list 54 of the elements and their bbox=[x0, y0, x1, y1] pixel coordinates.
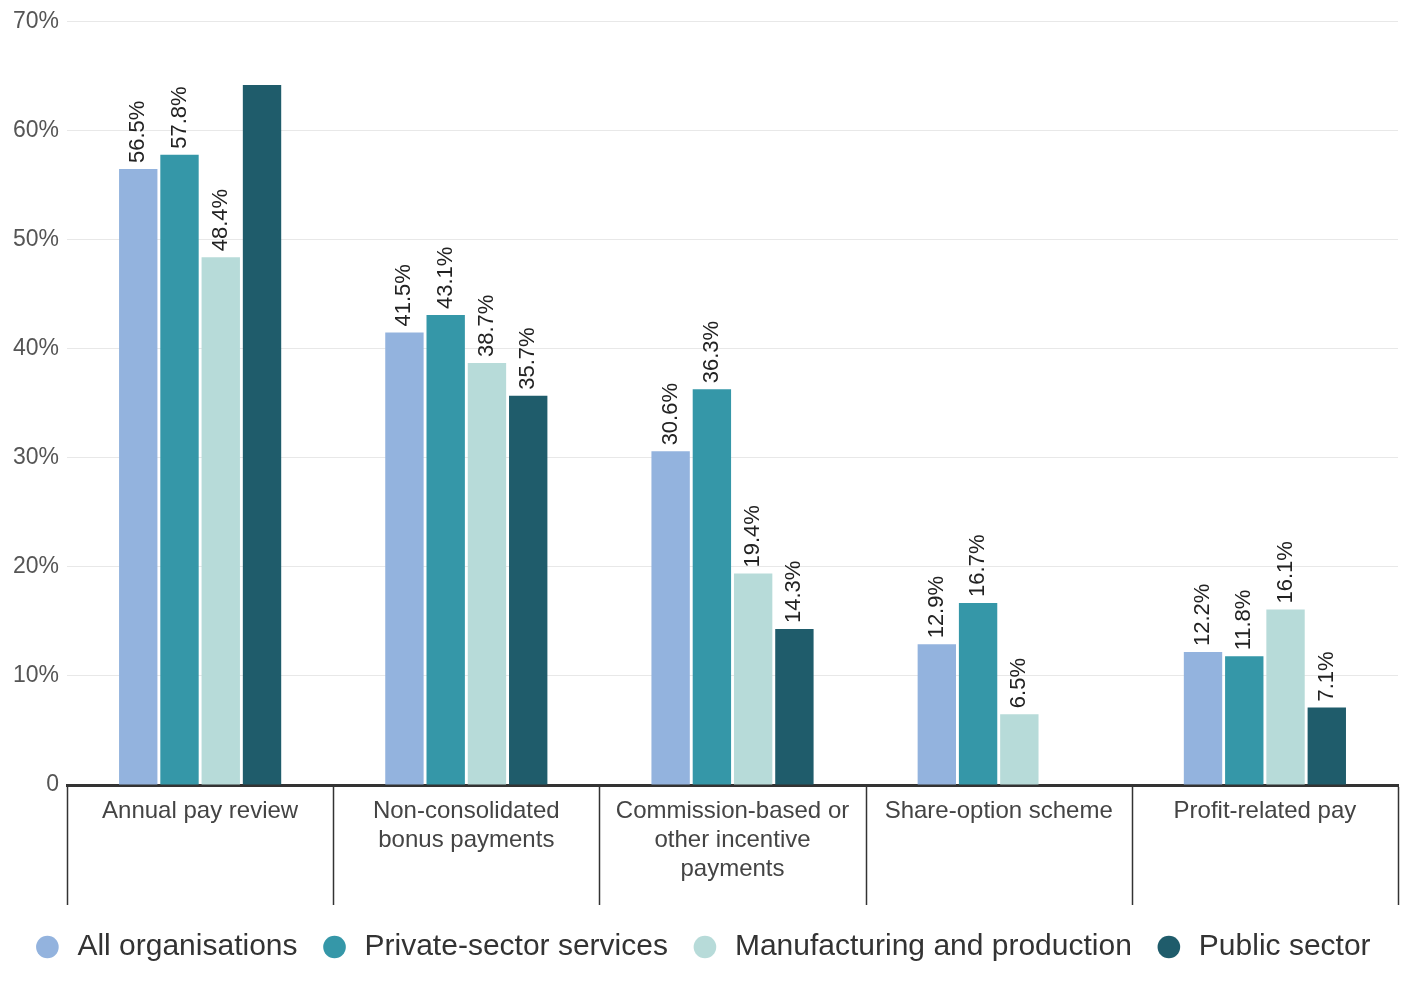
data-label: 19.4% bbox=[739, 505, 765, 568]
y-tick-label: 20% bbox=[12, 552, 60, 579]
bar bbox=[1225, 656, 1264, 785]
bar bbox=[958, 602, 998, 785]
bar bbox=[1000, 714, 1039, 785]
bar bbox=[775, 629, 814, 785]
data-label: 16.1% bbox=[1271, 541, 1297, 604]
y-tick-label: 50% bbox=[12, 225, 60, 252]
y-tick-label: 10% bbox=[12, 661, 60, 688]
x-tick-label: Commission-based or other incentive payments bbox=[615, 796, 850, 881]
y-tick-label: 60% bbox=[12, 116, 60, 143]
bar bbox=[201, 257, 240, 785]
bar bbox=[1307, 707, 1346, 785]
bar bbox=[119, 168, 158, 785]
data-label: 7.1% bbox=[1312, 651, 1338, 702]
bar bbox=[385, 332, 424, 785]
x-tick-label: Share-option scheme bbox=[884, 796, 1113, 824]
data-label: 6.5% bbox=[1005, 657, 1031, 709]
y-tick-label: 30% bbox=[12, 443, 60, 470]
x-tick-label: Non-consolidated bonus payments bbox=[372, 796, 560, 852]
bar bbox=[1266, 609, 1305, 785]
data-label: 43.1% bbox=[431, 246, 457, 310]
y-tick-label: 40% bbox=[12, 334, 60, 361]
data-label: 41.5% bbox=[390, 264, 416, 327]
y-tick-label: 0 bbox=[46, 770, 60, 797]
legend-label: Private-sector services bbox=[364, 928, 668, 962]
bar bbox=[467, 363, 507, 785]
legend-label: Manufacturing and production bbox=[734, 928, 1132, 962]
bar bbox=[509, 395, 548, 785]
bar bbox=[917, 644, 957, 785]
bar bbox=[1183, 651, 1223, 785]
y-tick-label: 70% bbox=[12, 7, 60, 34]
x-tick-label: Profit-related pay bbox=[1173, 796, 1357, 824]
bar bbox=[242, 85, 282, 785]
data-label: 16.7% bbox=[964, 534, 990, 597]
bar bbox=[160, 154, 199, 785]
bar bbox=[426, 315, 465, 785]
data-label: 38.7% bbox=[473, 294, 499, 358]
legend-label: All organisations bbox=[77, 928, 298, 962]
data-label: 57.8% bbox=[165, 86, 191, 149]
data-label: 30.6% bbox=[656, 382, 682, 446]
x-tick-label: Annual pay review bbox=[102, 796, 299, 824]
data-label: 48.4% bbox=[206, 188, 232, 252]
data-label: 35.7% bbox=[514, 327, 540, 390]
data-label: 56.5% bbox=[124, 100, 150, 163]
legend-label: Public sector bbox=[1198, 928, 1371, 962]
bar bbox=[733, 573, 773, 785]
data-label: 36.3% bbox=[697, 320, 723, 384]
bar bbox=[692, 389, 732, 785]
data-label: 14.3% bbox=[780, 560, 806, 624]
bar bbox=[651, 451, 690, 785]
data-label: 12.2% bbox=[1189, 583, 1215, 646]
data-label: 12.9% bbox=[922, 575, 948, 639]
data-label: 11.8% bbox=[1230, 589, 1256, 651]
